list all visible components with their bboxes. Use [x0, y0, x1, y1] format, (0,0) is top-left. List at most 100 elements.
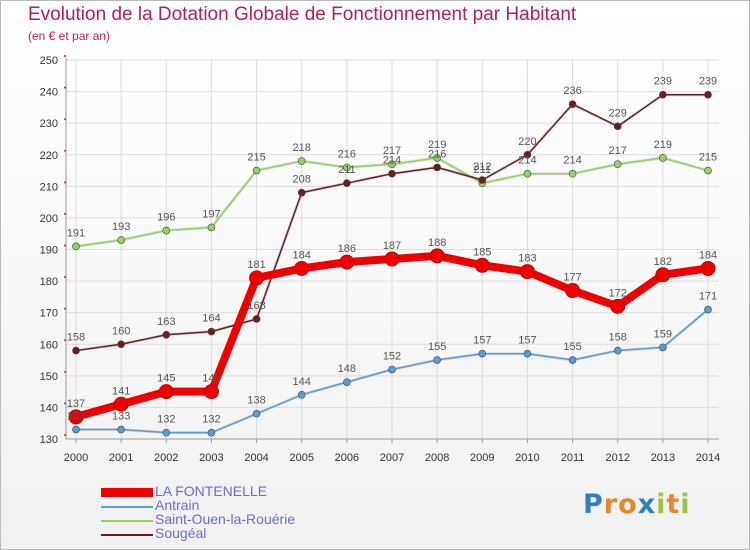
logo-letter: P	[583, 489, 604, 520]
point-la-fontenelle-2006	[339, 254, 355, 270]
label-saint-ouen-la-rouerie-2006: 216	[338, 148, 356, 160]
point-saint-ouen-la-rouerie-2008	[433, 154, 441, 162]
y-axis-marker-150	[64, 370, 66, 373]
axes: 130 140 150 160 170 180 190 200 210 220 230 240 250 2…	[40, 55, 720, 464]
point-sougeal-2004	[252, 315, 261, 323]
label-saint-ouen-la-rouerie-2000: 191	[67, 227, 85, 239]
label-saint-ouen-la-rouerie-2011: 214	[563, 155, 581, 167]
grid	[66, 59, 719, 440]
label-la-fontenelle-2002: 145	[157, 373, 175, 385]
y-axis-marker-240	[64, 86, 66, 89]
y-tick-label-190: 190	[40, 245, 58, 257]
label-antrain-2003: 132	[202, 414, 220, 426]
label-antrain-2010: 157	[518, 335, 536, 347]
legend-label-la-fontenelle: LA FONTENELLE	[155, 483, 268, 499]
label-antrain-2013: 159	[654, 328, 672, 340]
point-sougeal-2009	[478, 176, 487, 184]
point-antrain-2002	[162, 428, 171, 437]
label-saint-ouen-la-rouerie-2002: 196	[157, 212, 175, 224]
point-saint-ouen-la-rouerie-2010	[523, 169, 532, 178]
y-axis-marker-160	[64, 339, 66, 342]
point-la-fontenelle-2008	[429, 248, 445, 264]
logo-letter: o	[618, 489, 638, 520]
x-tick-label-2006: 2006	[335, 452, 359, 464]
point-antrain-2008	[433, 356, 441, 364]
y-tick-label-240: 240	[40, 87, 58, 99]
x-tick-label-2010: 2010	[515, 452, 539, 464]
y-tick-label-140: 140	[40, 402, 58, 414]
label-la-fontenelle-2007: 187	[383, 240, 401, 252]
point-sougeal-2001	[117, 340, 125, 349]
y-axis-marker-220	[64, 149, 66, 152]
point-antrain-2011	[568, 356, 577, 364]
y-tick-label-130: 130	[40, 434, 58, 446]
y-axis-marker-140	[64, 402, 66, 405]
point-sougeal-2007	[388, 169, 396, 178]
label-sougeal-2000: 158	[67, 332, 85, 344]
legend-label-saint-ouen-la-rouerie: Saint-Ouen-la-Rouérie	[155, 511, 296, 527]
legend-swatch-sougeal	[101, 534, 153, 536]
y-axis-marker-250	[64, 55, 66, 57]
y-axis-marker-230	[64, 118, 66, 121]
label-sougeal-2010: 220	[518, 136, 536, 148]
logo-letter: i	[680, 489, 691, 520]
point-la-fontenelle-2002	[158, 384, 174, 400]
y-tick-label-170: 170	[40, 308, 58, 320]
point-antrain-2000	[72, 425, 80, 434]
label-antrain-2012: 158	[609, 332, 627, 344]
label-antrain-2002: 132	[157, 414, 175, 426]
y-tick-label-160: 160	[40, 339, 58, 351]
label-antrain-2014: 171	[699, 291, 717, 303]
point-la-fontenelle-2007	[384, 251, 400, 267]
label-saint-ouen-la-rouerie-2012: 217	[609, 145, 627, 157]
point-antrain-2010	[523, 349, 532, 358]
label-sougeal-2009: 212	[473, 161, 491, 173]
label-la-fontenelle-2004: 181	[247, 259, 265, 271]
label-sougeal-2014: 239	[699, 76, 717, 88]
label-antrain-2006: 148	[338, 363, 356, 375]
x-tick-label-2003: 2003	[199, 452, 223, 464]
x-tick-label-2007: 2007	[380, 452, 404, 464]
point-sougeal-2003	[207, 327, 216, 336]
label-la-fontenelle-2001: 141	[112, 385, 130, 397]
label-sougeal-2005: 208	[293, 174, 311, 186]
legend-swatch-la-fontenelle	[101, 488, 153, 497]
legend-swatch-saint-ouen-la-rouerie	[101, 520, 153, 522]
y-axis-marker-180	[64, 276, 66, 279]
x-tick-label-2004: 2004	[244, 452, 268, 464]
label-la-fontenelle-2010: 183	[518, 253, 536, 265]
label-sougeal-2004: 168	[247, 300, 265, 312]
legend-swatch-antrain	[101, 506, 153, 508]
label-la-fontenelle-2011: 177	[563, 272, 581, 284]
x-tick-label-2011: 2011	[561, 452, 585, 464]
label-la-fontenelle-2013: 182	[654, 256, 672, 268]
point-sougeal-2002	[162, 330, 171, 339]
point-sougeal-2000	[72, 346, 80, 355]
label-antrain-2005: 144	[293, 376, 311, 388]
label-la-fontenelle-2009: 185	[473, 246, 491, 258]
point-saint-ouen-la-rouerie-2013	[659, 154, 667, 162]
label-la-fontenelle-2008: 188	[428, 237, 446, 249]
point-antrain-2001	[117, 425, 125, 434]
x-tick-label-2002: 2002	[154, 452, 178, 464]
label-saint-ouen-la-rouerie-2001: 193	[112, 221, 130, 233]
label-sougeal-2011: 236	[563, 85, 581, 97]
label-saint-ouen-la-rouerie-2004: 215	[247, 152, 265, 164]
point-la-fontenelle-2004	[249, 270, 265, 286]
point-antrain-2007	[388, 365, 396, 374]
label-sougeal-2012: 229	[609, 107, 627, 119]
point-sougeal-2005	[297, 188, 306, 197]
x-tick-label-2005: 2005	[289, 452, 313, 464]
y-tick-label-250: 250	[40, 55, 58, 67]
label-saint-ouen-la-rouerie-2007: 217	[383, 145, 401, 157]
y-tick-label-220: 220	[40, 150, 58, 162]
point-saint-ouen-la-rouerie-2014	[704, 166, 712, 175]
chart-subtitle: (en € et par an)	[28, 29, 111, 43]
point-la-fontenelle-2011	[565, 283, 581, 299]
point-antrain-2014	[704, 305, 712, 314]
y-axis-marker-210	[64, 181, 66, 184]
label-antrain-2011: 155	[563, 341, 581, 353]
point-saint-ouen-la-rouerie-2000	[72, 242, 80, 251]
y-axis-marker-190	[64, 244, 66, 247]
